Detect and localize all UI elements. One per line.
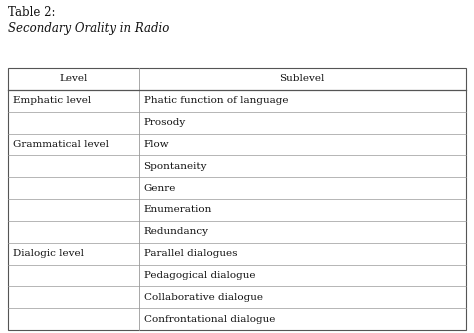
Text: Spontaneity: Spontaneity <box>144 162 207 171</box>
Text: Collaborative dialogue: Collaborative dialogue <box>144 293 263 302</box>
Text: Sublevel: Sublevel <box>280 74 325 84</box>
Text: Confrontational dialogue: Confrontational dialogue <box>144 315 275 324</box>
Text: Parallel dialogues: Parallel dialogues <box>144 249 237 258</box>
Text: Enumeration: Enumeration <box>144 205 212 214</box>
Text: Dialogic level: Dialogic level <box>13 249 84 258</box>
Text: Flow: Flow <box>144 140 169 149</box>
Text: Secondary Orality in Radio: Secondary Orality in Radio <box>8 22 169 35</box>
Text: Level: Level <box>59 74 87 84</box>
Text: Phatic function of language: Phatic function of language <box>144 96 288 105</box>
Text: Emphatic level: Emphatic level <box>13 96 91 105</box>
Text: Genre: Genre <box>144 183 176 192</box>
Text: Redundancy: Redundancy <box>144 227 209 236</box>
Text: Table 2:: Table 2: <box>8 6 55 19</box>
Text: Pedagogical dialogue: Pedagogical dialogue <box>144 271 255 280</box>
Text: Grammatical level: Grammatical level <box>13 140 109 149</box>
Bar <box>8 68 466 330</box>
Text: Prosody: Prosody <box>144 118 186 127</box>
